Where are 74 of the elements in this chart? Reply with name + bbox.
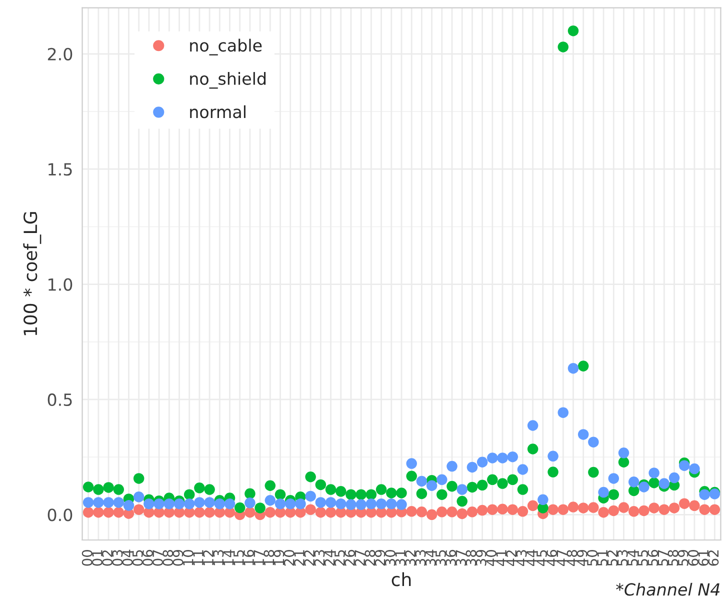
legend-label: no_cable: [190, 38, 262, 56]
x-axis-title: ch: [392, 572, 411, 586]
x-tick-label: 55: [638, 550, 648, 566]
x-tick-label: 61: [698, 550, 709, 566]
x-tick-label: 10: [182, 550, 194, 566]
x-tick-label: 33: [415, 550, 426, 566]
y-tick-label: 1.0: [48, 278, 72, 291]
x-tick-label: 06: [142, 550, 153, 566]
x-tick-label: 49: [576, 550, 588, 566]
x-tick-label: 20: [284, 550, 294, 566]
x-tick-label: 46: [546, 550, 558, 566]
x-tick-label: 15: [234, 550, 244, 566]
x-tick-label: 13: [213, 550, 224, 566]
x-tick-label: 60: [688, 550, 698, 566]
x-tick-label: 50: [586, 550, 598, 566]
x-tick-label: 53: [617, 550, 628, 566]
x-tick-label: 28: [364, 550, 376, 566]
x-tick-label: 02: [102, 550, 113, 566]
x-tick-label: 11: [193, 550, 204, 566]
x-tick-label: 14: [223, 550, 234, 566]
x-tick-label: 31: [395, 550, 406, 566]
text: *Channel N4: [616, 582, 720, 596]
x-tick-label: 52: [607, 550, 618, 566]
x-tick-label: 48: [566, 550, 578, 566]
x-tick-label: 21: [294, 550, 304, 566]
x-tick-label: 27: [354, 550, 365, 566]
x-tick-label: 54: [628, 550, 638, 566]
legend-label: no_shield: [190, 72, 266, 89]
y-tick-label: 0.0: [48, 508, 72, 522]
x-tick-label: 47: [556, 550, 567, 566]
x-tick-label: 56: [648, 550, 658, 566]
x-tick-label: 58: [668, 550, 678, 566]
x-tick-label: 04: [122, 550, 133, 566]
x-tick-label: 62: [708, 550, 719, 566]
x-tick-label: 45: [536, 550, 547, 566]
x-tick-label: 51: [597, 550, 608, 566]
x-tick-label: 42: [506, 550, 516, 566]
x-tick-label: 44: [526, 550, 537, 566]
x-tick-label: 16: [243, 550, 254, 566]
x-tick-label: 07: [152, 550, 164, 566]
x-tick-label: 09: [172, 550, 184, 566]
x-tick-label: 41: [496, 550, 506, 566]
x-tick-label: 12: [203, 550, 214, 566]
x-tick-label: 36: [446, 550, 456, 566]
x-tick-label: 40: [486, 550, 496, 566]
y-tick-label: 0.5: [48, 393, 72, 406]
y-tick-label: 1.5: [48, 163, 72, 176]
x-tick-label: 39: [476, 550, 486, 566]
x-tick-label: 01: [92, 550, 102, 566]
x-tick-label: 34: [425, 550, 436, 566]
x-tick-label: 25: [334, 550, 345, 566]
x-tick-label: 23: [314, 550, 325, 566]
x-tick-label: 32: [405, 550, 416, 566]
x-tick-label: 05: [132, 550, 143, 566]
x-tick-label: 38: [466, 550, 476, 566]
y-axis-title: 100 * coef_LG: [23, 212, 42, 336]
x-tick-label: 18: [264, 550, 274, 566]
x-tick-label: 37: [456, 550, 466, 566]
x-tick-label: 00: [82, 550, 92, 566]
x-tick-label: 29: [374, 550, 386, 566]
x-tick-label: 17: [254, 550, 264, 566]
x-tick-label: 30: [384, 550, 396, 566]
x-tick-label: 19: [274, 550, 284, 566]
x-tick-label: 43: [516, 550, 527, 566]
x-tick-label: 26: [344, 550, 356, 566]
legend-label: normal: [190, 105, 246, 118]
x-tick-label: 24: [324, 550, 335, 566]
x-tick-label: 08: [162, 550, 174, 566]
x-tick-label: 57: [658, 550, 668, 566]
x-tick-label: 59: [678, 550, 688, 566]
x-tick-label: 22: [304, 550, 314, 566]
y-tick-label: 2.0: [48, 48, 72, 60]
x-tick-label: 03: [112, 550, 123, 566]
x-tick-label: 35: [435, 550, 446, 566]
